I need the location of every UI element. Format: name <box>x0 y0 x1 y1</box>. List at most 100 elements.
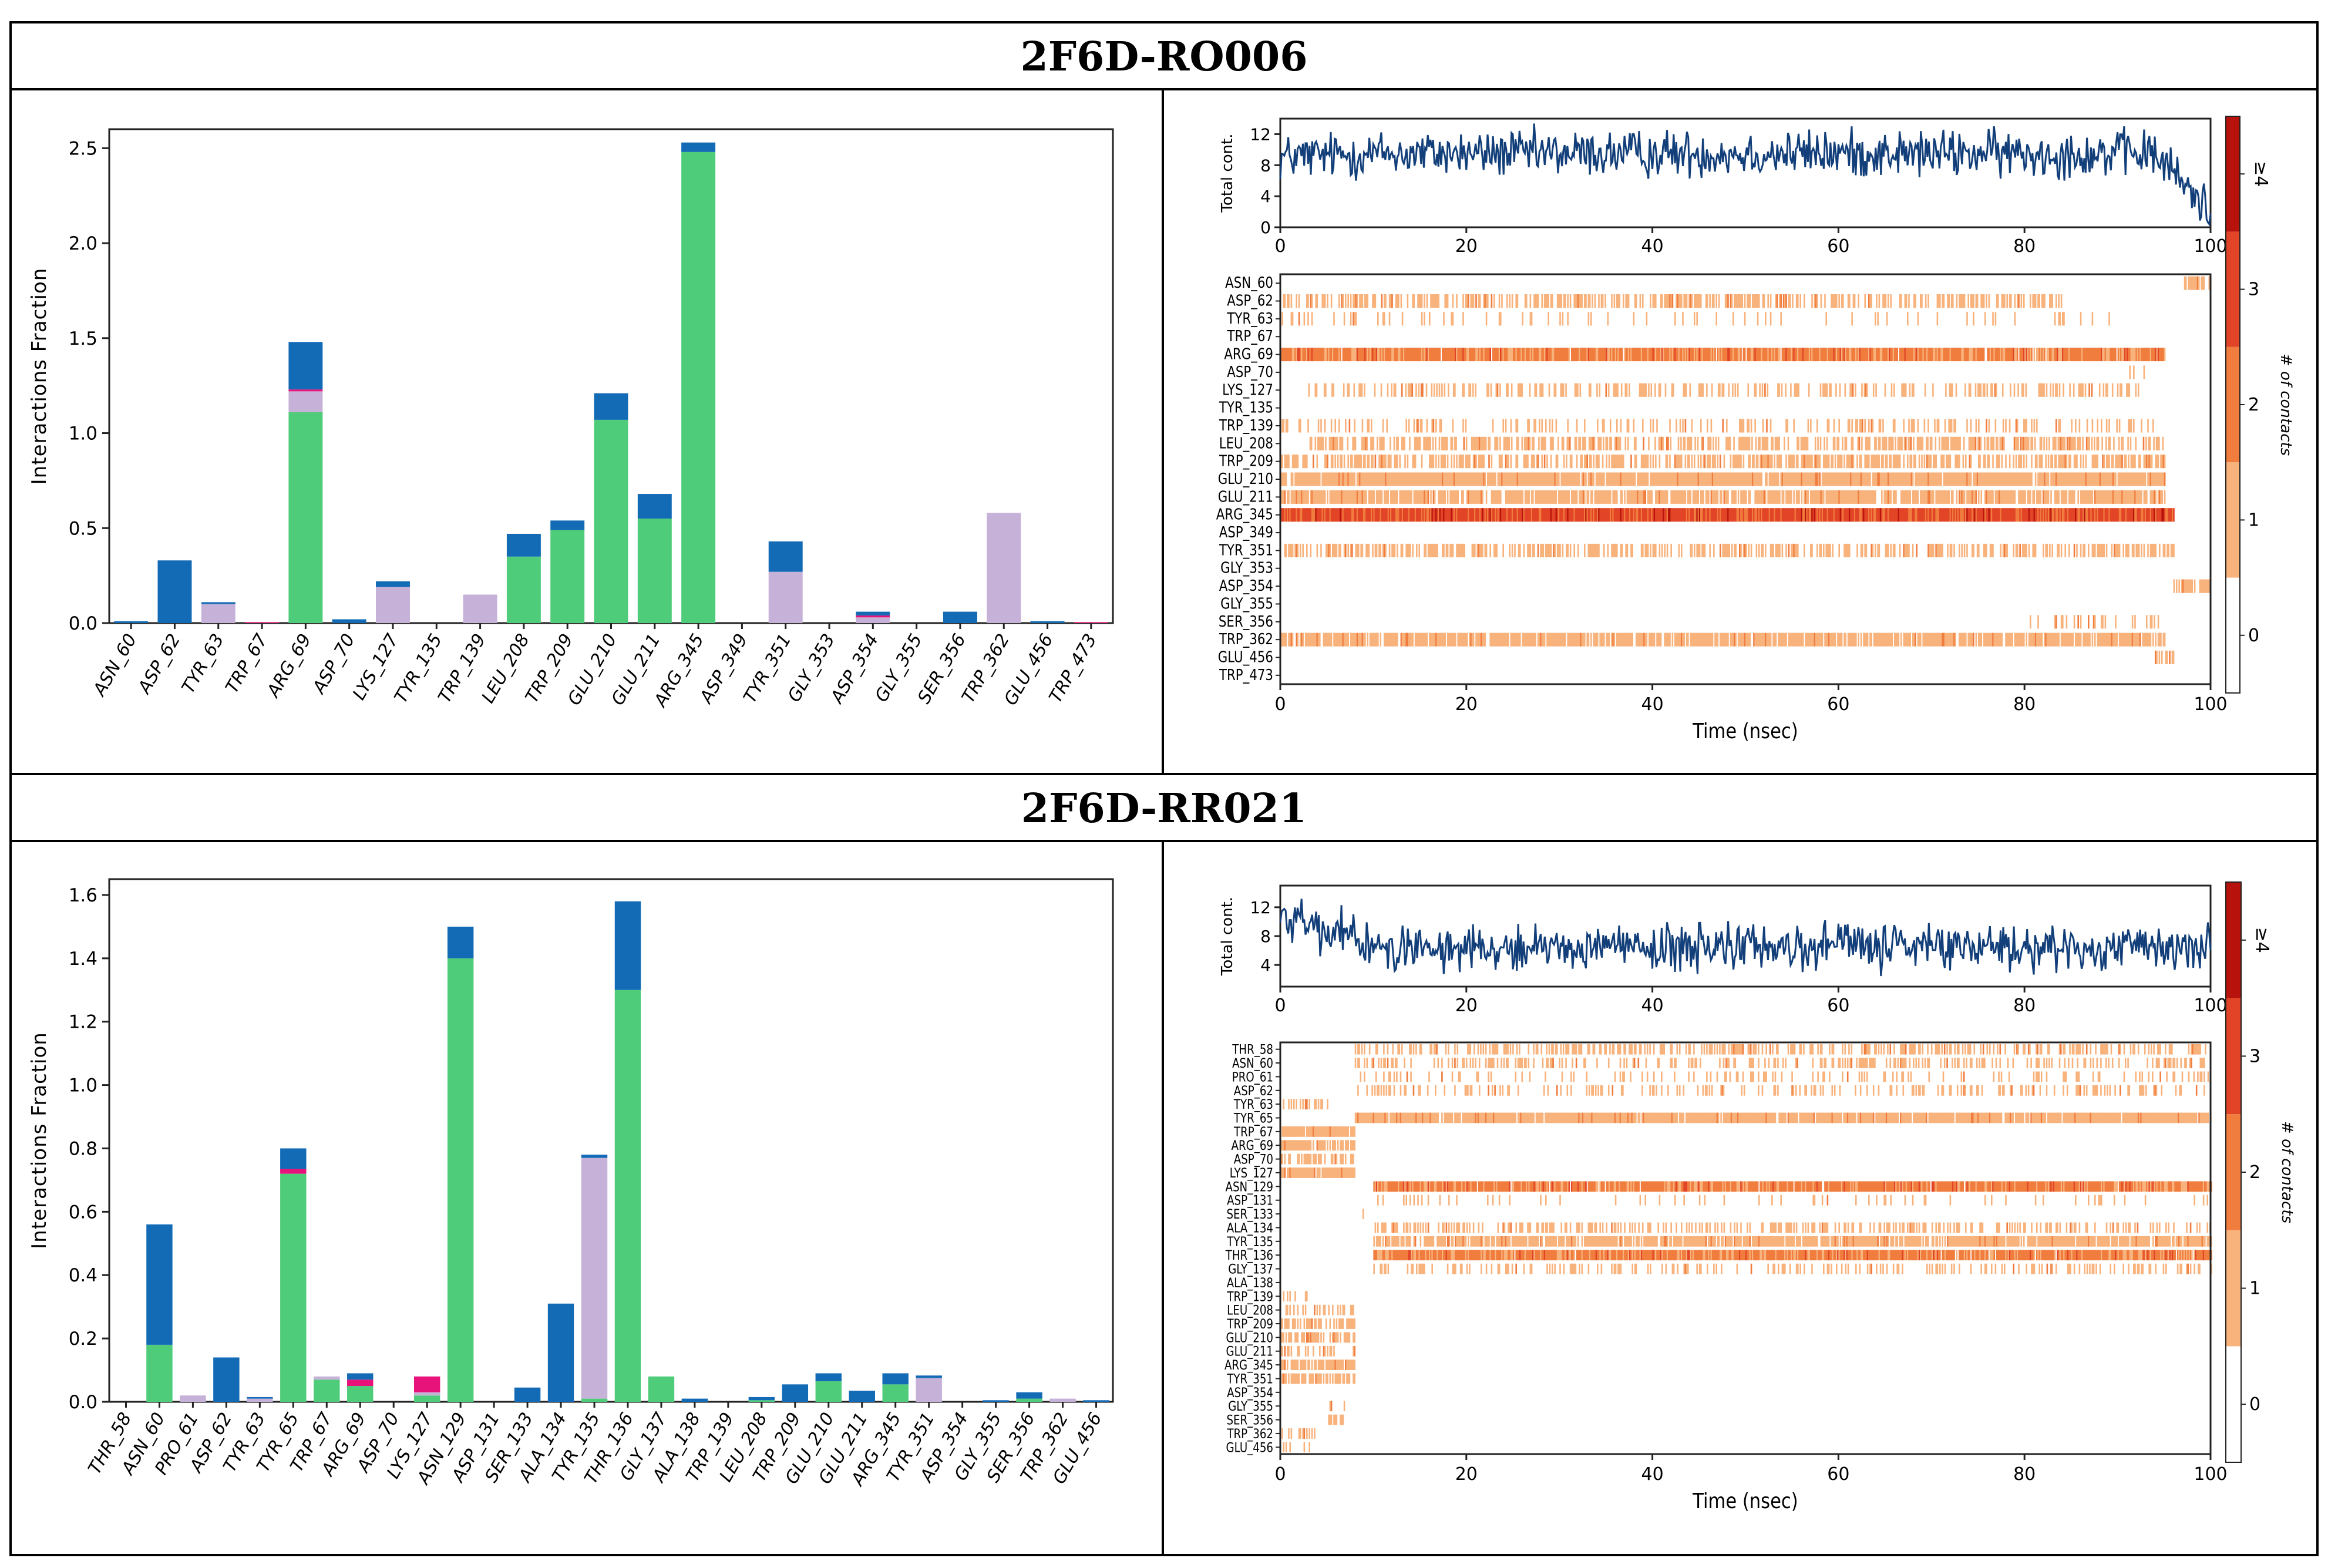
contact-strip <box>1999 348 2000 362</box>
contact-strip <box>1767 383 1769 397</box>
contact-strip <box>1332 348 1334 362</box>
contact-strip <box>1681 455 1683 469</box>
contact-strip <box>1412 543 1414 557</box>
contact-strip <box>1466 294 1468 308</box>
contact-strip <box>1737 383 1739 397</box>
contact-strip <box>2122 436 2124 450</box>
contact-strip <box>1307 632 1309 647</box>
contact-strip <box>1860 348 1862 362</box>
contact-strip <box>2154 615 2155 629</box>
contact-strip <box>1478 348 1480 362</box>
contact-strip <box>1384 294 1385 308</box>
contact-strip <box>2083 348 2084 362</box>
contact-strip <box>1347 472 1349 486</box>
contact-strip <box>1935 508 1937 522</box>
contact-strip <box>1283 294 1284 308</box>
contact-strip <box>1769 419 1772 433</box>
contact-strip <box>1429 472 1431 486</box>
contact-strip <box>1978 419 1980 433</box>
contact-strip <box>1754 508 1756 522</box>
contact-strip <box>1966 508 1968 522</box>
contact-strip <box>2060 455 2063 469</box>
contact-strip <box>2014 436 2017 450</box>
contact-strip <box>2096 436 2098 450</box>
contact-strip <box>1805 472 1806 486</box>
contact-strip <box>1478 472 1480 486</box>
contact-strip <box>2073 490 2075 504</box>
contact-strip <box>1705 472 1707 486</box>
contact-strip <box>1528 472 1530 486</box>
contact-strip <box>1395 455 1397 469</box>
contact-strip <box>1778 508 1779 522</box>
contact-strip <box>1448 472 1450 486</box>
contact-strip <box>1731 348 1733 362</box>
contact-strip <box>2141 348 2142 362</box>
contact-strip <box>1408 543 1410 557</box>
contact-strip <box>2063 472 2065 486</box>
contact-strip <box>1335 508 1338 522</box>
contact-strip <box>1931 348 1933 362</box>
contact-strip <box>1314 490 1316 504</box>
contact-strip <box>1481 508 1482 522</box>
contact-strip <box>1419 632 1422 647</box>
contact-strip <box>1915 455 1916 469</box>
contact-strip <box>1587 543 1590 557</box>
contact-strip <box>1673 348 1675 362</box>
contact-strip <box>2004 490 2006 504</box>
contact-strip <box>1559 632 1561 647</box>
contact-strip <box>1482 508 1483 522</box>
contact-strip <box>1340 632 1341 647</box>
contact-strip <box>1384 312 1385 326</box>
contact-strip <box>1723 490 1725 504</box>
contact-strip <box>1702 436 1704 450</box>
contact-strip <box>1795 294 1798 308</box>
contact-strip <box>1974 383 1977 397</box>
contact-strip <box>1824 348 1826 362</box>
contact-strip <box>1761 472 1762 486</box>
contact-strip <box>1559 348 1561 362</box>
contact-strip <box>1386 508 1388 522</box>
contact-strip <box>1600 294 1603 308</box>
contact-strip <box>1419 348 1422 362</box>
contact-strip <box>1365 348 1367 362</box>
contact-strip <box>1935 455 1937 469</box>
contact-strip <box>1444 294 1446 308</box>
contact-strip <box>1508 455 1509 469</box>
contact-strip <box>1643 490 1645 504</box>
contact-strip <box>1590 312 1592 326</box>
bar-water-bridge <box>288 342 323 390</box>
contact-strip <box>1697 543 1700 557</box>
contact-strip <box>1505 348 1507 362</box>
contact-strip <box>1373 472 1375 486</box>
contact-strip <box>1739 348 1741 362</box>
contact-strip <box>1327 490 1328 504</box>
contact-strip <box>2117 508 2120 522</box>
contact-strip <box>1677 455 1678 469</box>
contact-strip <box>1969 436 1972 450</box>
contact-strip <box>1392 348 1394 362</box>
contact-strip <box>1558 490 1560 504</box>
contact-strip <box>1850 455 1852 469</box>
contact-strip <box>1572 490 1574 504</box>
contact-strip <box>1421 508 1423 522</box>
contact-strip <box>2060 615 2063 629</box>
contact-strip <box>2196 276 2199 290</box>
contact-strip <box>2101 419 2102 433</box>
contact-strip <box>1943 436 1946 450</box>
contact-strip <box>1419 436 1421 450</box>
contact-strip <box>2152 490 2154 504</box>
contact-strip <box>1541 455 1543 469</box>
contact-strip <box>1563 472 1565 486</box>
contact-strip <box>1674 455 1676 469</box>
contact-strip <box>1708 508 1710 522</box>
contact-strip <box>1587 472 1590 486</box>
contact-strip <box>1424 312 1425 326</box>
contact-strip <box>2099 348 2101 362</box>
contact-strip <box>1806 436 1809 450</box>
contact-strip <box>1816 472 1818 486</box>
contact-strip <box>1859 419 1861 433</box>
contact-strip <box>2076 508 2078 522</box>
contact-strip <box>1815 472 1817 486</box>
contact-strip <box>1795 383 1797 397</box>
contact-strip <box>1633 436 1636 450</box>
